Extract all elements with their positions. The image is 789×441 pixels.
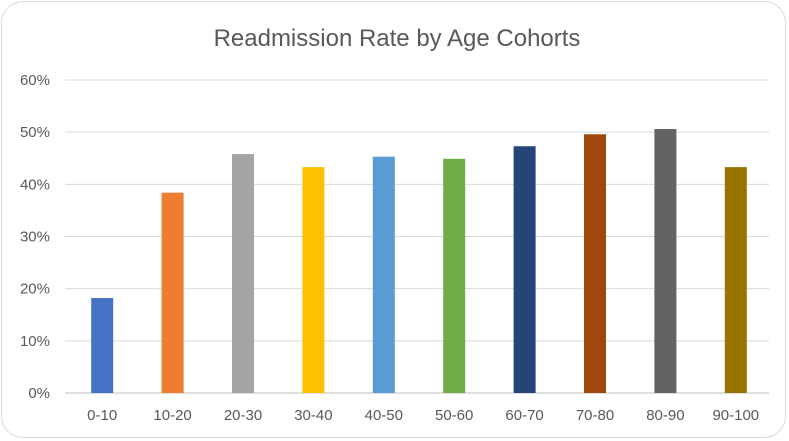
x-tick-label: 0-10 [87, 407, 117, 424]
chart-title: Readmission Rate by Age Cohorts [214, 25, 581, 52]
y-tick-label: 20% [20, 281, 50, 298]
bar-40-50 [372, 156, 395, 393]
x-tick-label: 90-100 [712, 407, 759, 424]
y-tick-label: 0% [28, 385, 50, 402]
bar-0-10 [91, 298, 114, 393]
x-tick-label: 60-70 [505, 407, 543, 424]
bar-50-60 [443, 158, 466, 393]
y-axis-tick-labels: 0% 10% 20% 30% 40% 50% 60% [20, 72, 50, 402]
bar-10-20 [161, 192, 184, 393]
x-tick-label: 80-90 [646, 407, 684, 424]
bar-80-90 [654, 129, 677, 393]
bar-30-40 [302, 167, 325, 393]
x-tick-label: 40-50 [365, 407, 403, 424]
bar-70-80 [584, 134, 606, 393]
bar-60-70 [513, 146, 536, 393]
x-tick-label: 10-20 [153, 407, 191, 424]
y-tick-label: 40% [20, 176, 50, 193]
bar-20-30 [232, 154, 254, 393]
bars [91, 129, 747, 393]
y-tick-label: 30% [20, 229, 50, 246]
y-tick-label: 10% [20, 333, 50, 350]
x-tick-label: 30-40 [294, 407, 332, 424]
x-axis-tick-labels: 0-10 10-20 20-30 30-40 40-50 50-60 60-70 70-80 8… [87, 407, 759, 424]
y-tick-label: 50% [20, 124, 50, 141]
y-tick-label: 60% [20, 72, 50, 89]
x-tick-label: 70-80 [576, 407, 614, 424]
x-tick-label: 20-30 [224, 407, 262, 424]
x-tick-label: 50-60 [435, 407, 473, 424]
bar-90-100 [724, 167, 747, 393]
